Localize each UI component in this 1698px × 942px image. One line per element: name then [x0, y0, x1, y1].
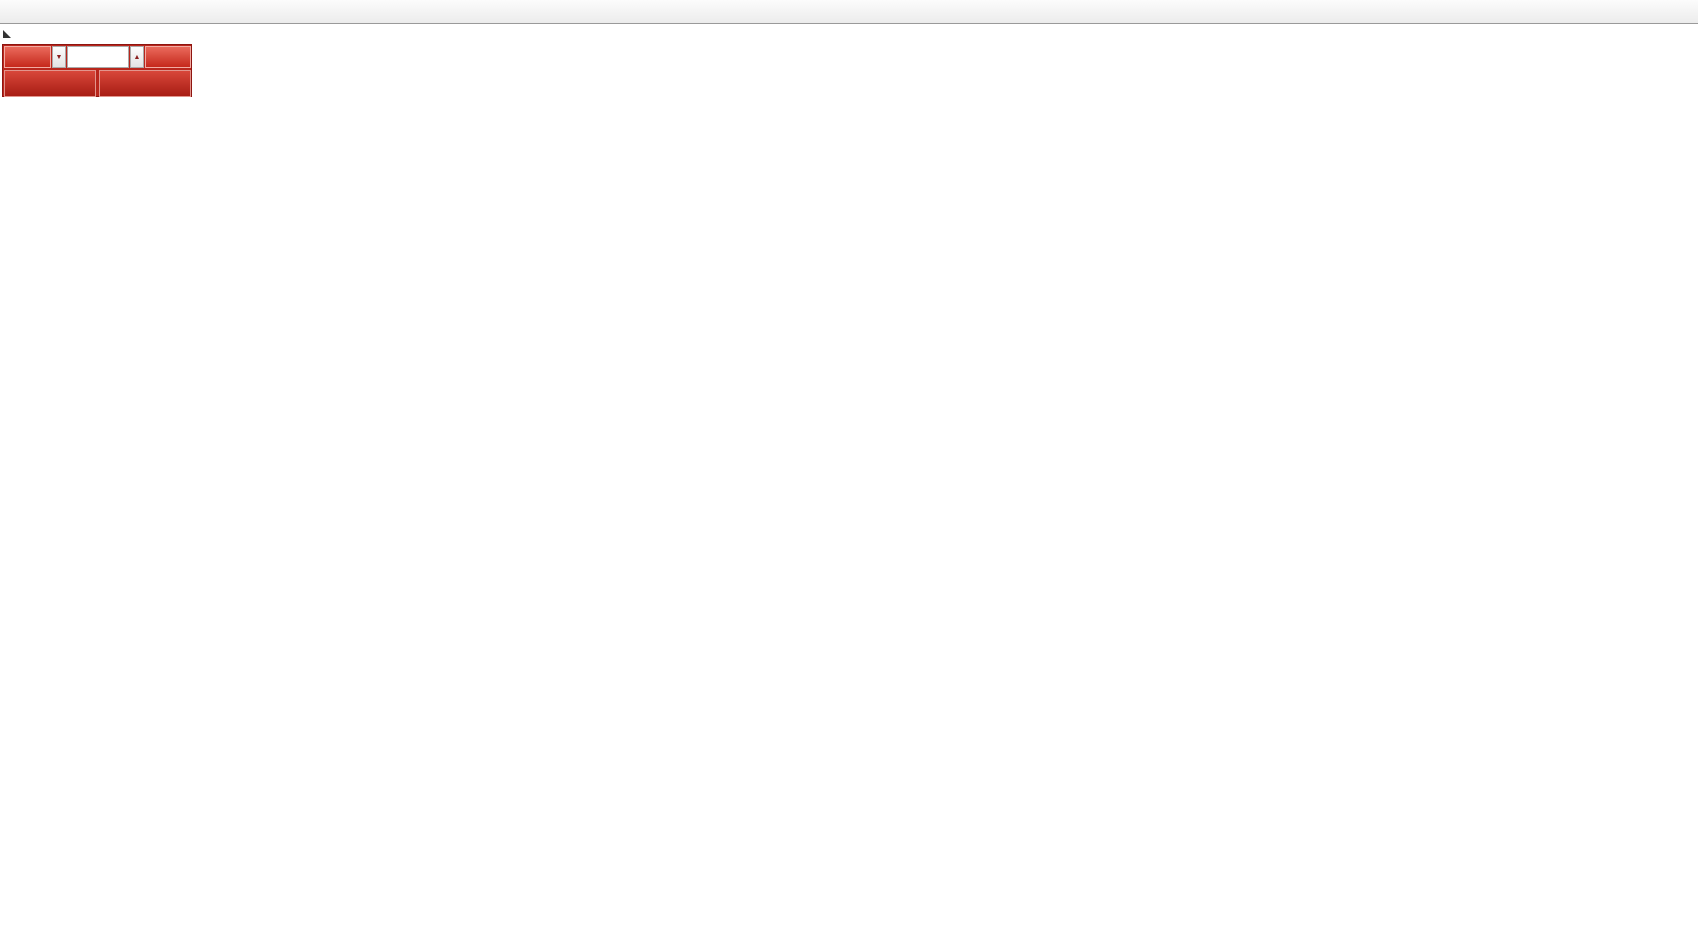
sell-button[interactable] — [4, 46, 51, 68]
volume-decrease-button[interactable]: ▼ — [52, 46, 66, 68]
collapse-quote-panel-icon[interactable] — [3, 30, 11, 38]
buy-button[interactable] — [145, 46, 191, 68]
sell-price-panel[interactable] — [4, 70, 96, 97]
one-click-trading-panel: ▼ ▲ — [2, 44, 192, 97]
volume-increase-button[interactable]: ▲ — [130, 46, 144, 68]
toolbar — [0, 0, 1698, 24]
volume-input[interactable] — [67, 46, 129, 68]
buy-price-panel[interactable] — [99, 70, 191, 97]
